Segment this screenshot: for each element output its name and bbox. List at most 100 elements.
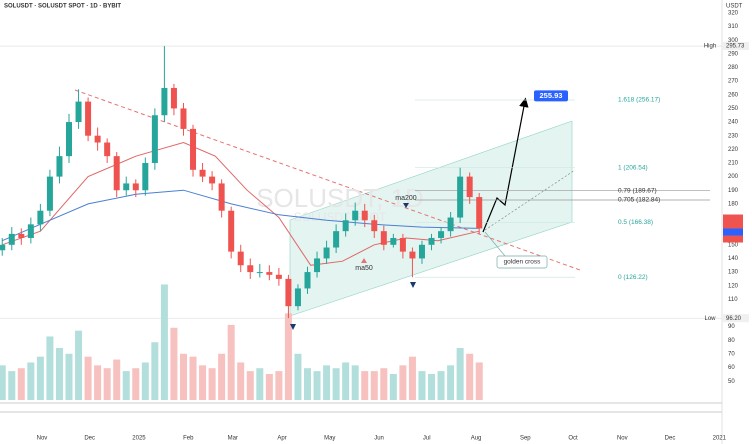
candle-body (190, 128, 197, 170)
candle-body (466, 176, 473, 198)
candle-body (0, 244, 6, 251)
x-tick-label: 2021 (713, 436, 727, 442)
volume-bar (265, 374, 273, 400)
marker-arrow (290, 324, 296, 330)
y-tick-label: 320 (728, 11, 739, 17)
y-tick-label: 310 (728, 24, 739, 30)
fib-label: 1.618 (256.17) (618, 97, 660, 104)
target-label: 255.93 (540, 91, 563, 100)
y-tick-label: 300 (728, 38, 739, 44)
volume-bar (275, 371, 283, 400)
volume-bar (189, 356, 197, 400)
x-tick-label: Aug (471, 436, 482, 442)
candle-body (409, 251, 416, 259)
y-tick-label: 150 (728, 242, 739, 248)
annotation-pointer (484, 231, 506, 257)
volume-bar (389, 374, 397, 400)
candle-body (314, 258, 321, 273)
y-tick-label: 190 (728, 188, 739, 194)
candle-body (132, 183, 139, 191)
trendline (74, 89, 581, 271)
annotation-box (496, 255, 548, 269)
x-tick-label: Nov (37, 436, 48, 442)
candle-body (323, 247, 330, 259)
level-tag (723, 42, 749, 51)
candle-body (438, 231, 445, 238)
y-tick-label: 230 (728, 133, 739, 139)
level-value: 96.20 (726, 316, 742, 322)
volume-bar (113, 359, 121, 400)
annotation: golden cross (504, 259, 542, 266)
header: SOLUSDT · SOLUSDT SPOT · 1D · BYBIT (4, 4, 121, 10)
fib-label: 1 (206.54) (618, 164, 648, 171)
candle-body (247, 265, 254, 273)
volume-bar (199, 365, 207, 400)
y-tick-label: 290 (728, 51, 739, 57)
y-tick-label: 270 (728, 79, 739, 85)
volume-bar (227, 324, 235, 400)
fib-label: 0 (126.22) (618, 274, 648, 281)
volume-bar (84, 356, 92, 400)
volume-bar (0, 365, 6, 400)
candle-body (180, 108, 187, 129)
x-tick-label: May (324, 436, 335, 442)
candle-body (209, 176, 216, 184)
candle-body (94, 135, 101, 143)
candle-body (218, 183, 225, 211)
volume-bar (408, 356, 416, 400)
volume-bar (132, 368, 140, 400)
volume-bar (36, 356, 44, 400)
y-tick-label: 280 (728, 65, 739, 71)
candle-body (228, 210, 235, 252)
level-value: 295.73 (726, 44, 745, 50)
candle-body (199, 169, 206, 177)
fib-label: 0.5 (166.38) (618, 219, 653, 226)
volume-bar (160, 284, 168, 400)
y-tick-label: 140 (728, 256, 739, 262)
volume-bar (332, 368, 340, 400)
y-tick-label: 180 (728, 201, 739, 207)
candle-body (361, 210, 368, 221)
volume-bar (399, 365, 407, 400)
volume-bar (27, 362, 35, 400)
volume-bar (179, 353, 187, 400)
y-tick-label: 70 (728, 351, 735, 357)
candle-body (333, 231, 340, 248)
candle-body (447, 217, 454, 232)
marker-arrow (403, 203, 409, 208)
volume-bar (141, 362, 149, 400)
x-tick-label: 2025 (132, 436, 146, 442)
volume-bar (313, 371, 321, 400)
x-tick-label: Nov (617, 436, 628, 442)
candle-body (304, 272, 311, 289)
candle-body (170, 87, 177, 109)
candle-body (266, 272, 273, 275)
volume-bar (418, 371, 426, 400)
candle-body (390, 237, 397, 245)
y-tick-label: 210 (728, 161, 739, 167)
candle-body (371, 220, 378, 232)
candle-body (418, 244, 425, 259)
x-tick-label: Oct (568, 436, 578, 442)
candle-body (113, 156, 120, 191)
volume-bar (55, 348, 63, 400)
candle-body (237, 251, 244, 266)
volume-bar (103, 368, 111, 400)
volume-bar (65, 353, 73, 400)
candle-body (476, 197, 483, 229)
volume-bar (284, 313, 292, 400)
x-tick-label: Dec (84, 436, 95, 442)
candle-body (161, 87, 168, 116)
x-tick-label: Mar (228, 436, 238, 442)
price-tag (723, 228, 743, 236)
y-tick-label: 200 (728, 174, 739, 180)
price-tag (723, 235, 743, 243)
candle-body (56, 156, 63, 177)
candle-body (18, 233, 25, 238)
y-tick-label: 60 (728, 365, 735, 371)
level-label: Low (704, 316, 716, 322)
volume-bar (351, 365, 359, 400)
volume-bar (370, 371, 378, 400)
volume-bar (8, 371, 16, 400)
volume-bar (437, 371, 445, 400)
